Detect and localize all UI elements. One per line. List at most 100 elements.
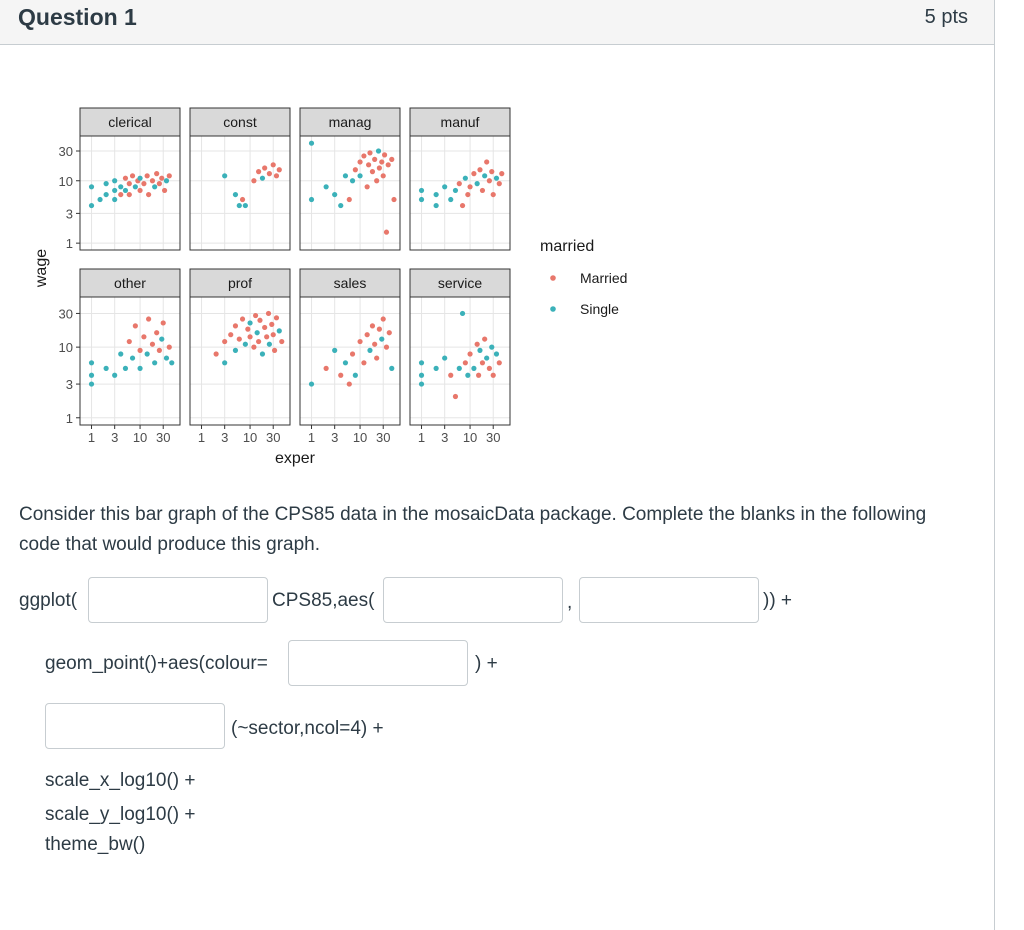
data-point bbox=[264, 334, 270, 340]
blank-x-aes-answer[interactable] bbox=[383, 577, 563, 623]
data-point bbox=[97, 196, 103, 203]
data-point bbox=[247, 320, 253, 326]
data-point bbox=[379, 159, 385, 165]
data-point bbox=[122, 365, 129, 371]
data-point bbox=[213, 351, 219, 357]
data-point bbox=[276, 167, 282, 173]
data-point bbox=[375, 148, 382, 154]
x-tick-label: 1 bbox=[198, 430, 205, 445]
data-point bbox=[144, 173, 150, 179]
data-point bbox=[374, 355, 380, 361]
data-point bbox=[239, 196, 246, 203]
question-points: 5 pts bbox=[924, 6, 968, 28]
data-point bbox=[160, 320, 166, 326]
data-point bbox=[88, 360, 95, 366]
blank-data-answer[interactable] bbox=[88, 577, 268, 623]
data-point bbox=[482, 173, 488, 179]
x-tick-label: 10 bbox=[353, 430, 367, 445]
data-point bbox=[364, 332, 370, 338]
x-tick-label: 1 bbox=[418, 430, 425, 445]
data-point bbox=[266, 171, 272, 177]
data-point bbox=[374, 178, 380, 184]
data-point bbox=[389, 365, 395, 371]
facet-strip bbox=[299, 268, 401, 298]
data-point bbox=[332, 347, 338, 353]
x-tick-label: 30 bbox=[156, 430, 170, 445]
y-axis-title: wage bbox=[33, 249, 50, 288]
code-facet-args: (~sector,ncol=4) + bbox=[231, 718, 384, 739]
facet-strip bbox=[79, 107, 181, 137]
facet-label: other bbox=[114, 275, 146, 291]
data-point bbox=[245, 326, 251, 332]
data-point bbox=[273, 315, 280, 321]
data-point bbox=[462, 360, 468, 366]
data-point bbox=[141, 334, 147, 340]
content-right-border bbox=[994, 0, 995, 930]
data-point bbox=[154, 171, 160, 177]
data-point bbox=[118, 351, 124, 357]
data-point bbox=[385, 162, 391, 168]
question-title: Question 1 bbox=[18, 4, 137, 30]
data-point bbox=[88, 184, 95, 190]
data-point bbox=[442, 355, 448, 361]
data-point bbox=[161, 187, 168, 194]
data-point bbox=[251, 344, 257, 350]
data-point bbox=[381, 152, 388, 158]
data-point bbox=[477, 347, 483, 353]
data-point bbox=[418, 196, 425, 203]
facet-label: const bbox=[223, 114, 257, 130]
data-point bbox=[169, 360, 175, 366]
data-point bbox=[159, 336, 165, 342]
data-point bbox=[270, 332, 276, 338]
data-point bbox=[366, 162, 372, 168]
data-point bbox=[262, 324, 268, 331]
panel-background bbox=[189, 135, 291, 251]
y-tick-label: 10 bbox=[59, 174, 73, 189]
data-point bbox=[477, 167, 483, 173]
data-point bbox=[323, 184, 329, 190]
data-point bbox=[118, 184, 124, 190]
data-point bbox=[433, 191, 439, 198]
data-point bbox=[270, 162, 276, 168]
data-point bbox=[372, 341, 378, 347]
data-point bbox=[308, 381, 315, 387]
y-tick-label: 3 bbox=[66, 206, 73, 221]
data-point bbox=[126, 191, 132, 198]
data-point bbox=[484, 159, 490, 165]
facet-label: manuf bbox=[441, 114, 480, 130]
data-point bbox=[88, 372, 95, 378]
data-point bbox=[352, 167, 358, 173]
data-point bbox=[251, 178, 257, 184]
data-point bbox=[239, 316, 246, 322]
legend-label: Single bbox=[580, 301, 619, 317]
data-point bbox=[486, 365, 492, 371]
data-point bbox=[386, 330, 392, 336]
data-point bbox=[376, 326, 382, 332]
data-point bbox=[496, 360, 502, 366]
data-point bbox=[369, 169, 376, 175]
panel-border bbox=[189, 135, 291, 251]
data-point bbox=[474, 181, 480, 187]
data-point bbox=[465, 191, 471, 198]
data-point bbox=[456, 365, 462, 371]
data-point bbox=[154, 330, 160, 336]
data-point bbox=[137, 175, 143, 181]
blank-y-aes-answer[interactable] bbox=[579, 577, 759, 623]
data-point bbox=[112, 187, 118, 194]
data-point bbox=[137, 347, 143, 353]
x-tick-label: 10 bbox=[133, 430, 147, 445]
data-point bbox=[459, 310, 466, 317]
data-point bbox=[132, 184, 138, 190]
x-tick-label: 3 bbox=[331, 430, 338, 445]
facet-strip bbox=[189, 268, 291, 298]
data-point bbox=[376, 165, 382, 171]
blank-colour-answer[interactable] bbox=[288, 640, 468, 686]
data-point bbox=[262, 165, 268, 171]
blank-facet-answer[interactable] bbox=[45, 703, 225, 749]
data-point bbox=[418, 360, 425, 366]
data-point bbox=[493, 351, 500, 357]
x-tick-label: 30 bbox=[486, 430, 500, 445]
legend-label: Married bbox=[580, 270, 627, 286]
data-point bbox=[129, 173, 136, 179]
data-point bbox=[448, 372, 454, 378]
